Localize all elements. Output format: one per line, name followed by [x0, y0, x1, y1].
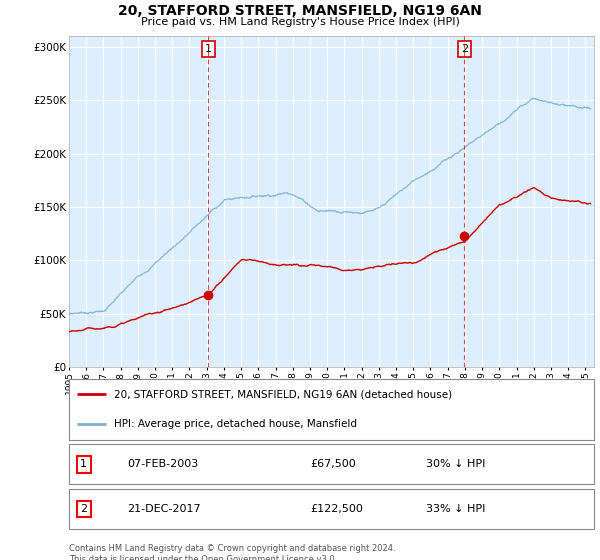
- Text: 07-FEB-2003: 07-FEB-2003: [127, 459, 198, 469]
- Text: 30% ↓ HPI: 30% ↓ HPI: [426, 459, 485, 469]
- Text: 1: 1: [205, 44, 212, 54]
- Text: 20, STAFFORD STREET, MANSFIELD, NG19 6AN: 20, STAFFORD STREET, MANSFIELD, NG19 6AN: [118, 4, 482, 18]
- Text: HPI: Average price, detached house, Mansfield: HPI: Average price, detached house, Mans…: [113, 419, 356, 430]
- Text: 2: 2: [461, 44, 468, 54]
- Text: 33% ↓ HPI: 33% ↓ HPI: [426, 504, 485, 514]
- Text: 1: 1: [80, 459, 87, 469]
- Text: 2: 2: [80, 504, 87, 514]
- Text: Price paid vs. HM Land Registry's House Price Index (HPI): Price paid vs. HM Land Registry's House …: [140, 17, 460, 27]
- Text: 21-DEC-2017: 21-DEC-2017: [127, 504, 200, 514]
- Text: Contains HM Land Registry data © Crown copyright and database right 2024.
This d: Contains HM Land Registry data © Crown c…: [69, 544, 395, 560]
- Text: 20, STAFFORD STREET, MANSFIELD, NG19 6AN (detached house): 20, STAFFORD STREET, MANSFIELD, NG19 6AN…: [113, 389, 452, 399]
- Text: £122,500: £122,500: [311, 504, 364, 514]
- Text: £67,500: £67,500: [311, 459, 356, 469]
